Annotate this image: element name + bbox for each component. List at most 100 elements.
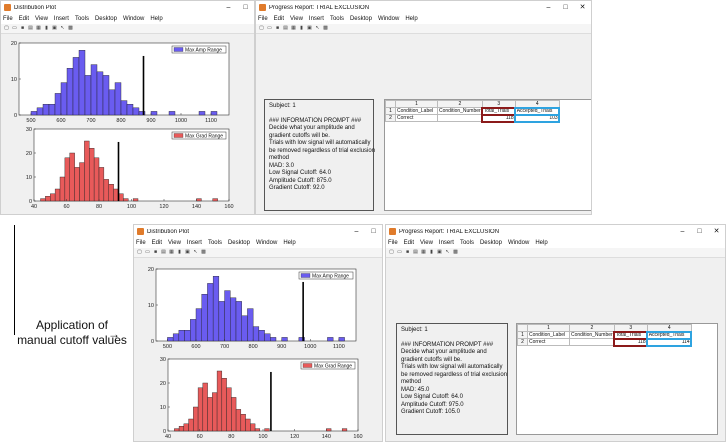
menu-window[interactable]: Window bbox=[377, 16, 400, 22]
menu-help[interactable]: Help bbox=[283, 240, 296, 246]
column-header[interactable]: 2 bbox=[437, 100, 483, 108]
menu-insert[interactable]: Insert bbox=[186, 240, 202, 246]
new-figure-icon[interactable]: ▢ bbox=[4, 25, 9, 31]
table-cell[interactable]: Correct bbox=[527, 338, 570, 346]
open-icon[interactable]: ▭ bbox=[397, 249, 402, 255]
menu-help[interactable]: Help bbox=[150, 16, 163, 22]
minimize-icon[interactable]: – bbox=[680, 228, 685, 235]
table-cell[interactable]: Accepted_Trials bbox=[646, 330, 693, 340]
row-header[interactable]: 1 bbox=[517, 331, 528, 339]
menu-tools[interactable]: Tools bbox=[329, 16, 344, 22]
menu-edit[interactable]: Edit bbox=[403, 240, 415, 246]
menu-insert[interactable]: Insert bbox=[53, 16, 69, 22]
column-header[interactable]: 3 bbox=[613, 324, 648, 332]
row-header[interactable]: 2 bbox=[385, 114, 396, 122]
legend-icon[interactable]: ▣ bbox=[307, 25, 312, 31]
save-icon[interactable]: ■ bbox=[275, 25, 280, 31]
menu-view[interactable]: View bbox=[290, 16, 303, 22]
maximize-icon[interactable]: □ bbox=[697, 228, 702, 235]
column-header[interactable]: 4 bbox=[514, 100, 560, 108]
menu-tools[interactable]: Tools bbox=[207, 240, 222, 246]
menu-desktop[interactable]: Desktop bbox=[479, 240, 502, 246]
table-cell[interactable]: Total_Trials bbox=[481, 106, 517, 116]
save-icon[interactable]: ■ bbox=[405, 249, 410, 255]
legend-icon[interactable]: ▣ bbox=[185, 249, 190, 255]
legend-icon[interactable]: ▣ bbox=[52, 25, 57, 31]
maximize-icon[interactable]: □ bbox=[563, 4, 568, 11]
datacursor-icon[interactable]: ▦ bbox=[36, 25, 41, 31]
column-header[interactable]: 1 bbox=[527, 324, 570, 332]
new-figure-icon[interactable]: ▢ bbox=[389, 249, 394, 255]
menu-desktop[interactable]: Desktop bbox=[349, 16, 372, 22]
close-icon[interactable]: ✕ bbox=[713, 228, 720, 235]
menu-view[interactable]: View bbox=[35, 16, 48, 22]
grid-icon[interactable]: ▩ bbox=[323, 25, 328, 31]
maximize-icon[interactable]: □ bbox=[243, 4, 248, 11]
grid-icon[interactable]: ▩ bbox=[201, 249, 206, 255]
menu-insert[interactable]: Insert bbox=[308, 16, 324, 22]
column-header[interactable]: 2 bbox=[569, 324, 615, 332]
print-icon[interactable]: ▤ bbox=[28, 25, 33, 31]
table-cell[interactable] bbox=[569, 338, 615, 346]
table-cell[interactable]: Condition_Number bbox=[569, 331, 615, 339]
print-icon[interactable]: ▤ bbox=[413, 249, 418, 255]
menu-edit[interactable]: Edit bbox=[273, 16, 285, 22]
column-header[interactable]: 3 bbox=[481, 100, 516, 108]
table-cell[interactable]: Condition_Number bbox=[437, 107, 483, 115]
menu-file[interactable]: File bbox=[3, 16, 13, 22]
save-icon[interactable]: ■ bbox=[153, 249, 158, 255]
open-icon[interactable]: ▭ bbox=[145, 249, 150, 255]
table-cell[interactable]: 118 bbox=[481, 113, 517, 123]
new-figure-icon[interactable]: ▢ bbox=[259, 25, 264, 31]
table-cell[interactable]: 114 bbox=[646, 337, 693, 347]
menu-edit[interactable]: Edit bbox=[151, 240, 163, 246]
open-icon[interactable]: ▭ bbox=[267, 25, 272, 31]
table-cell[interactable]: Condition_Label bbox=[395, 107, 438, 115]
print-icon[interactable]: ▤ bbox=[161, 249, 166, 255]
row-header[interactable]: 2 bbox=[517, 338, 528, 346]
menu-file[interactable]: File bbox=[136, 240, 146, 246]
pointer-icon[interactable]: ↖ bbox=[445, 249, 450, 255]
colorbar-icon[interactable]: ▮ bbox=[178, 249, 181, 255]
pointer-icon[interactable]: ↖ bbox=[193, 249, 198, 255]
menu-desktop[interactable]: Desktop bbox=[94, 16, 117, 22]
pointer-icon[interactable]: ↖ bbox=[60, 25, 65, 31]
table-cell[interactable]: Total_Trials bbox=[613, 330, 649, 340]
menu-view[interactable]: View bbox=[168, 240, 181, 246]
datacursor-icon[interactable]: ▦ bbox=[169, 249, 174, 255]
minimize-icon[interactable]: – bbox=[226, 4, 231, 11]
minimize-icon[interactable]: – bbox=[354, 228, 359, 235]
menu-desktop[interactable]: Desktop bbox=[227, 240, 250, 246]
print-icon[interactable]: ▤ bbox=[283, 25, 288, 31]
table-cell[interactable]: 103 bbox=[514, 113, 561, 123]
table-cell[interactable]: 118 bbox=[613, 337, 649, 347]
table-cell[interactable]: Accepted_Trials bbox=[514, 106, 561, 116]
menu-help[interactable]: Help bbox=[535, 240, 548, 246]
open-icon[interactable]: ▭ bbox=[12, 25, 17, 31]
column-header[interactable]: 4 bbox=[646, 324, 692, 332]
table-cell[interactable]: Condition_Label bbox=[527, 331, 570, 339]
colorbar-icon[interactable]: ▮ bbox=[430, 249, 433, 255]
menu-tools[interactable]: Tools bbox=[459, 240, 474, 246]
menu-window[interactable]: Window bbox=[122, 16, 145, 22]
menu-tools[interactable]: Tools bbox=[74, 16, 89, 22]
menu-edit[interactable]: Edit bbox=[18, 16, 30, 22]
pointer-icon[interactable]: ↖ bbox=[315, 25, 320, 31]
row-header[interactable]: 1 bbox=[385, 107, 396, 115]
close-icon[interactable]: ✕ bbox=[579, 4, 586, 11]
column-header[interactable]: 1 bbox=[395, 100, 438, 108]
colorbar-icon[interactable]: ▮ bbox=[300, 25, 303, 31]
table-cell[interactable] bbox=[437, 114, 483, 122]
menu-insert[interactable]: Insert bbox=[438, 240, 454, 246]
menu-window[interactable]: Window bbox=[255, 240, 278, 246]
menu-file[interactable]: File bbox=[258, 16, 268, 22]
menu-file[interactable]: File bbox=[388, 240, 398, 246]
maximize-icon[interactable]: □ bbox=[371, 228, 376, 235]
save-icon[interactable]: ■ bbox=[20, 25, 25, 31]
table-cell[interactable]: Correct bbox=[395, 114, 438, 122]
menu-window[interactable]: Window bbox=[507, 240, 530, 246]
menu-help[interactable]: Help bbox=[405, 16, 418, 22]
minimize-icon[interactable]: – bbox=[546, 4, 551, 11]
grid-icon[interactable]: ▩ bbox=[68, 25, 73, 31]
new-figure-icon[interactable]: ▢ bbox=[137, 249, 142, 255]
